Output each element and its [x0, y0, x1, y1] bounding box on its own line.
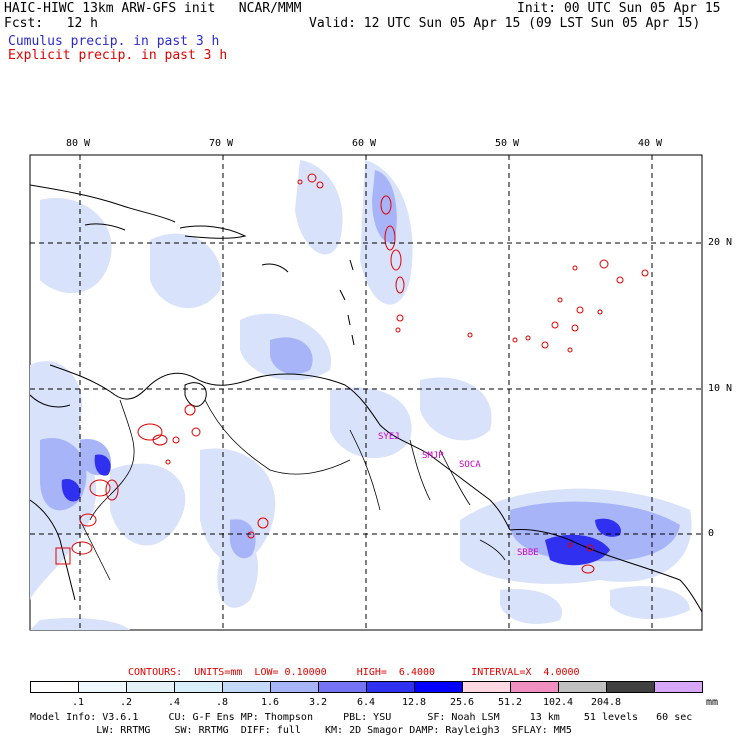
legend-label: 3.2 — [308, 697, 328, 708]
site-label-smjp: SMJP — [422, 451, 444, 461]
legend-label: .1 — [71, 697, 85, 708]
legend-swatch — [174, 681, 223, 693]
lon-label-50w: 50 W — [495, 138, 520, 149]
legend-swatch — [270, 681, 319, 693]
legend-label: 25.6 — [449, 697, 475, 708]
legend-swatch — [414, 681, 463, 693]
legend-label: .4 — [167, 697, 181, 708]
model-info-line1: Model Info: V3.6.1 CU: G-F Ens MP: Thomp… — [30, 712, 693, 723]
site-label-soca: SOCA — [459, 460, 481, 470]
legend-swatch — [126, 681, 175, 693]
legend-swatch — [510, 681, 559, 693]
site-label-syej: SYEJ — [378, 432, 400, 442]
legend-label: 12.8 — [401, 697, 427, 708]
legend-label: .2 — [119, 697, 133, 708]
model-info-line2: LW: RRTMG SW: RRTMG DIFF: full KM: 2D Sm… — [30, 725, 572, 736]
title-left: HAIC-HIWC 13km ARW-GFS init NCAR/MMM — [4, 1, 302, 16]
lon-label-80w: 80 W — [66, 138, 91, 149]
lat-label-10n: 10 N — [708, 383, 733, 394]
legend-swatch — [318, 681, 367, 693]
legend-swatch — [78, 681, 127, 693]
explicit-legend-title: Explicit precip. in past 3 h — [8, 48, 228, 63]
init-time: Init: 00 UTC Sun 05 Apr 15 — [517, 1, 721, 16]
coastlines — [30, 184, 702, 613]
legend-label: 51.2 — [497, 697, 523, 708]
lat-label-20n: 20 N — [708, 237, 733, 248]
cumulus-legend-title: Cumulus precip. in past 3 h — [8, 34, 220, 49]
country-borders — [79, 399, 506, 581]
legend-swatch — [462, 681, 511, 693]
valid-time: Valid: 12 UTC Sun 05 Apr 15 (09 LST Sun … — [309, 16, 701, 31]
legend-label: .8 — [215, 697, 229, 708]
legend-label: 1.6 — [260, 697, 280, 708]
contours-info: CONTOURS: UNITS=mm LOW= 0.10000 HIGH= 6.… — [128, 667, 580, 678]
lon-label-70w: 70 W — [209, 138, 234, 149]
legend-swatch — [366, 681, 415, 693]
lat-label-0: 0 — [708, 528, 715, 539]
forecast-hour: Fcst: 12 h — [4, 16, 98, 31]
legend-swatch — [606, 681, 655, 693]
cumulus-precip-heavy — [61, 454, 621, 566]
lon-label-40w: 40 W — [638, 138, 663, 149]
site-label-sbbe: SBBE — [517, 548, 539, 558]
legend-swatch — [558, 681, 607, 693]
legend-swatch — [654, 681, 703, 693]
lon-label-60w: 60 W — [352, 138, 377, 149]
legend-swatch — [30, 681, 79, 693]
legend-label: 102.4 — [542, 697, 574, 708]
legend-label: 204.8 — [590, 697, 622, 708]
legend-label: 6.4 — [356, 697, 376, 708]
lat-lon-grid — [30, 155, 702, 630]
legend-unit: mm — [706, 697, 719, 708]
legend-swatch — [222, 681, 271, 693]
